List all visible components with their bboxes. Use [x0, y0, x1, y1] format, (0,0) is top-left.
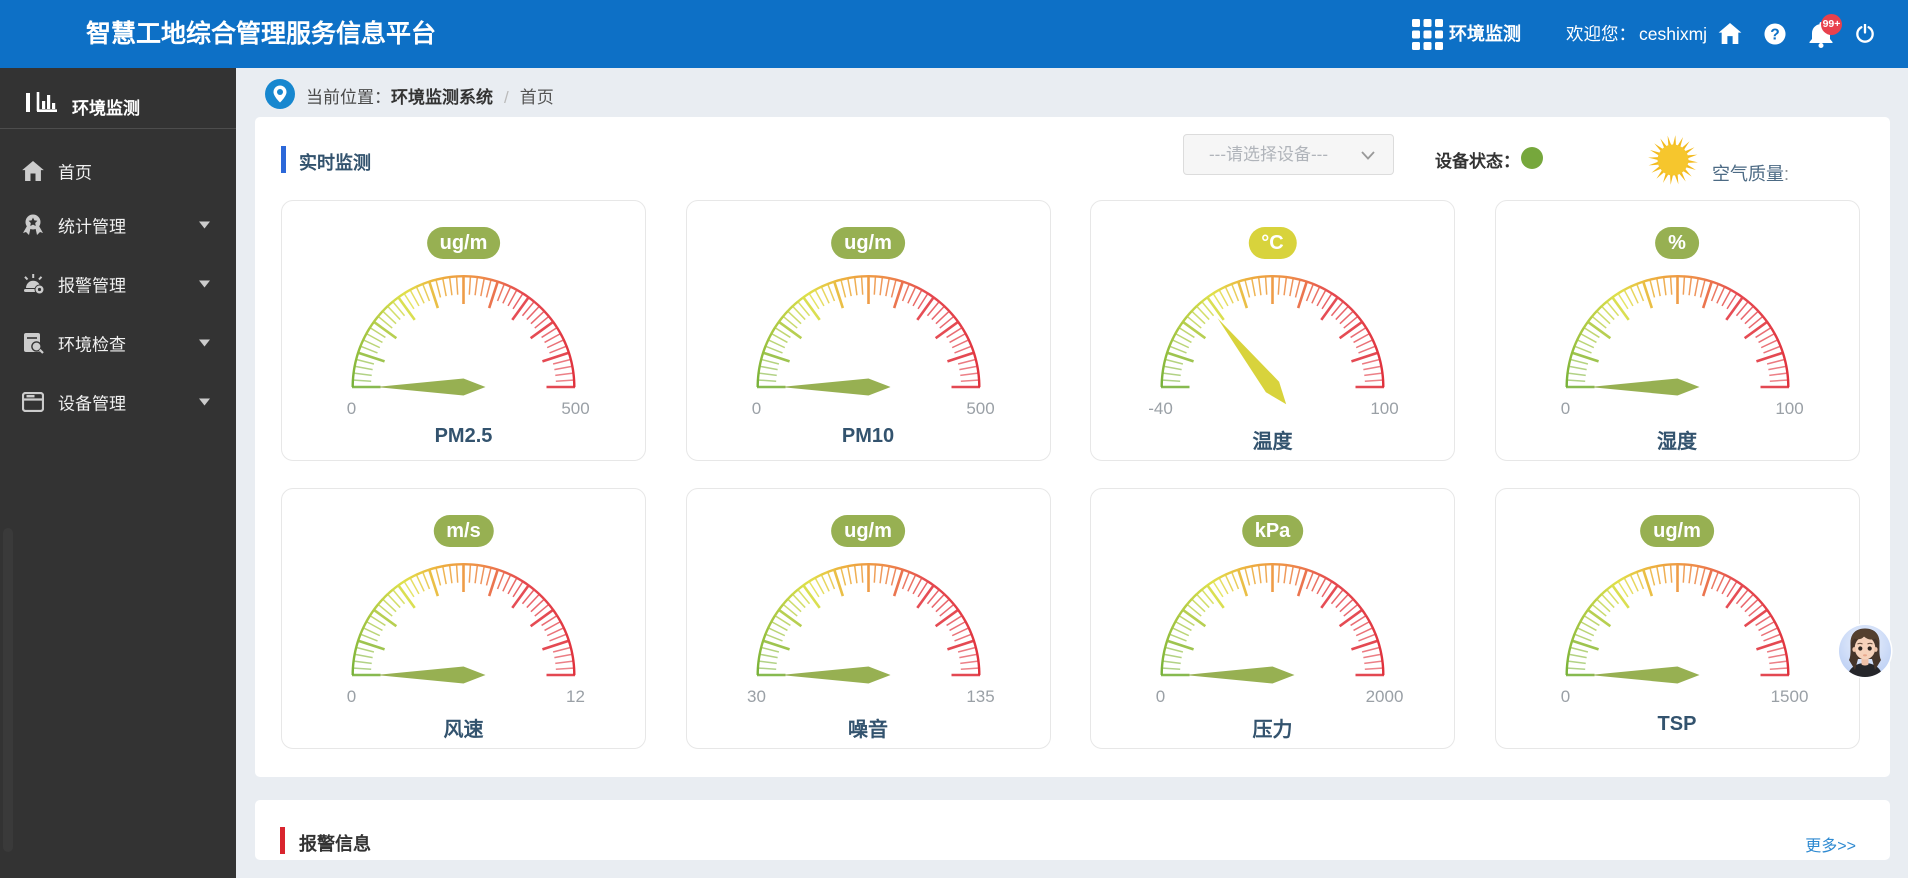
svg-text:30: 30	[747, 687, 766, 706]
svg-text:500: 500	[966, 399, 994, 418]
svg-text:0: 0	[1560, 687, 1569, 706]
svg-text:100: 100	[1370, 399, 1398, 418]
svg-text:0: 0	[347, 399, 356, 418]
svg-text:100: 100	[1775, 399, 1803, 418]
svg-text:2000: 2000	[1366, 687, 1404, 706]
svg-text:0: 0	[1156, 687, 1165, 706]
svg-text:0: 0	[1560, 399, 1569, 418]
svg-text:1500: 1500	[1770, 687, 1808, 706]
svg-text:-40: -40	[1148, 399, 1173, 418]
svg-text:?: ?	[1770, 27, 1780, 44]
svg-text:500: 500	[561, 399, 589, 418]
svg-text:12: 12	[566, 687, 585, 706]
svg-text:0: 0	[347, 687, 356, 706]
svg-text:135: 135	[966, 687, 994, 706]
svg-text:0: 0	[751, 399, 760, 418]
